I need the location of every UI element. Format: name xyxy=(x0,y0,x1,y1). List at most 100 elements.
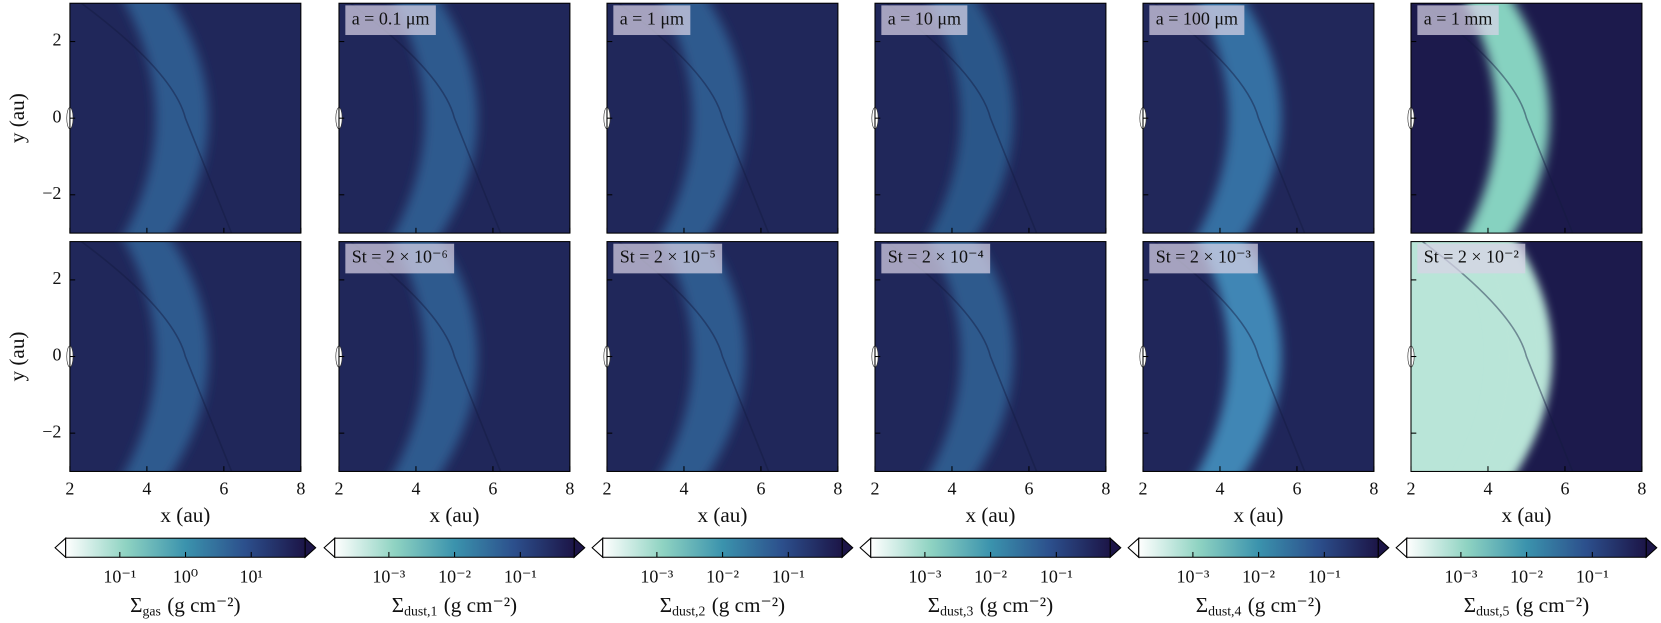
annotation: a = 0.1 μm xyxy=(352,8,430,28)
x-axis-label: x (au) xyxy=(1501,503,1551,527)
panel: a = 10 μm xyxy=(871,2,1107,234)
colorbar-tick-label: 10⁰ xyxy=(173,567,198,587)
y-axis-label: y (au) xyxy=(5,332,29,382)
label-unit: (g cm⁻²) xyxy=(980,593,1053,617)
label-symbol: Σ xyxy=(1464,593,1476,617)
colorbar-tick-label: 10⁻¹ xyxy=(1308,567,1341,587)
colorbar-tick-label: 10⁻¹ xyxy=(103,567,136,587)
label-unit: (g cm⁻²) xyxy=(1516,593,1589,617)
label-subscript: dust,3 xyxy=(940,604,973,619)
spiral-wake xyxy=(350,241,502,472)
panel: a = 1 mm xyxy=(1407,2,1643,234)
colorbar-tick-label: 10¹ xyxy=(240,567,263,587)
colorbar-tick-label: 10⁻³ xyxy=(1444,567,1478,587)
colorbar-tick-label: 10⁻² xyxy=(1242,567,1275,587)
colorbar-tick-label: 10⁻¹ xyxy=(1576,567,1609,587)
heatmap-image xyxy=(338,241,570,472)
x-axis-label: x (au) xyxy=(697,503,747,527)
label-subscript: dust,1 xyxy=(404,604,437,619)
colorbar: 10⁻³ 10⁻² 10⁻¹ Σdust,4 (g cm⁻²) xyxy=(1127,537,1390,619)
spiral-wake xyxy=(80,3,233,234)
label-unit: (g cm⁻²) xyxy=(444,593,517,617)
density-band xyxy=(1466,3,1550,234)
density-band xyxy=(1198,241,1282,472)
colorbar-tick-label: 10⁻¹ xyxy=(1040,567,1073,587)
colorbar-extend-max xyxy=(1377,537,1390,559)
heatmap-image xyxy=(1411,241,1642,472)
label-unit: (g cm⁻²) xyxy=(712,593,785,617)
spiral-wake xyxy=(350,3,502,234)
colorbar-tick-label: 10⁻² xyxy=(974,567,1007,587)
colorbar-tick-label: 10⁻² xyxy=(438,567,471,587)
x-tick-label: 2 xyxy=(870,479,879,499)
colorbar-extend-max xyxy=(573,537,586,559)
x-tick-label: 6 xyxy=(1292,479,1301,499)
label-unit: (g cm⁻²) xyxy=(167,593,240,617)
colorbar-extend-min xyxy=(323,537,336,559)
colorbar-extend-max xyxy=(304,537,317,559)
density-band xyxy=(930,3,1014,234)
y-tick-label: 0 xyxy=(52,345,61,365)
panel: a = 1 μm xyxy=(603,2,839,234)
annotation-box xyxy=(613,243,723,274)
colorbar: 10⁻³ 10⁻² 10⁻¹ Σdust,5 (g cm⁻²) xyxy=(1395,537,1658,619)
annotation: St = 2 × 10⁻² xyxy=(1424,247,1519,267)
annotation: a = 100 μm xyxy=(1156,8,1238,28)
heatmap-image xyxy=(1142,3,1374,234)
x-tick-label: 2 xyxy=(334,479,343,499)
panel: 2 4 6 8 x (au) St = 2 × 10⁻³ xyxy=(1138,241,1378,527)
label-subscript: dust,5 xyxy=(1476,604,1509,619)
x-tick-label: 4 xyxy=(1483,479,1492,499)
annotation-box xyxy=(613,5,691,36)
x-tick-label: 6 xyxy=(488,479,497,499)
annotation: St = 2 × 10⁻⁵ xyxy=(620,247,716,267)
x-tick-label: 4 xyxy=(679,479,688,499)
label-subscript: dust,4 xyxy=(1208,604,1241,619)
colorbar-tick-label: 10⁻³ xyxy=(640,567,674,587)
heatmap-image xyxy=(1142,241,1374,472)
y-tick-label: 0 xyxy=(52,106,61,126)
annotation: a = 1 mm xyxy=(1424,8,1493,28)
x-tick-label: 6 xyxy=(219,479,228,499)
colorbar-extend-min xyxy=(1395,537,1408,559)
colorbar-extend-min xyxy=(591,537,604,559)
annotation-box xyxy=(881,5,968,36)
colorbar-extend-max xyxy=(1109,537,1122,559)
colorbar-extend-min xyxy=(859,537,872,559)
y-tick-label: 2 xyxy=(52,268,61,288)
x-axis-label: x (au) xyxy=(965,503,1015,527)
annotation-box xyxy=(345,243,455,274)
x-tick-label: 8 xyxy=(296,479,305,499)
colorbar-extend-min xyxy=(54,537,67,559)
annotation: St = 2 × 10⁻⁴ xyxy=(888,247,984,267)
x-axis-label: x (au) xyxy=(429,503,479,527)
x-tick-label: 6 xyxy=(1024,479,1033,499)
colorbar: 10⁻³ 10⁻² 10⁻¹ Σdust,1 (g cm⁻²) xyxy=(323,537,586,619)
colorbar-tick-label: 10⁻³ xyxy=(1176,567,1210,587)
colorbar: 10⁻³ 10⁻² 10⁻¹ Σdust,3 (g cm⁻²) xyxy=(859,537,1122,619)
colorbar-tick-label: 10⁻¹ xyxy=(504,567,537,587)
spiral-wake xyxy=(886,3,1038,234)
spiral-wake xyxy=(80,241,233,472)
x-tick-label: 2 xyxy=(65,479,74,499)
label-symbol: Σ xyxy=(392,593,404,617)
panel: a = 0.1 μm xyxy=(335,2,571,234)
spiral-wake xyxy=(618,3,770,234)
heatmap-image xyxy=(606,241,838,472)
annotation-box xyxy=(1149,5,1245,36)
density-band xyxy=(662,241,746,472)
heatmap-image xyxy=(69,3,301,234)
colorbar-label: Σdust,5 (g cm⁻²) xyxy=(1464,593,1589,619)
heatmap-image xyxy=(338,3,570,234)
heatmap-image xyxy=(1411,3,1642,234)
annotation: a = 10 μm xyxy=(888,8,961,28)
panel: 2 4 6 8 x (au) St = 2 × 10⁻⁶ xyxy=(334,241,574,527)
x-tick-label: 6 xyxy=(1560,479,1569,499)
colorbar-tick-label: 10⁻² xyxy=(706,567,739,587)
x-tick-label: 8 xyxy=(1637,479,1646,499)
panel: −2 0 2 y (au) xyxy=(5,2,302,234)
label-symbol: Σ xyxy=(130,593,142,617)
annotation-box xyxy=(881,243,991,274)
density-band xyxy=(125,3,209,234)
